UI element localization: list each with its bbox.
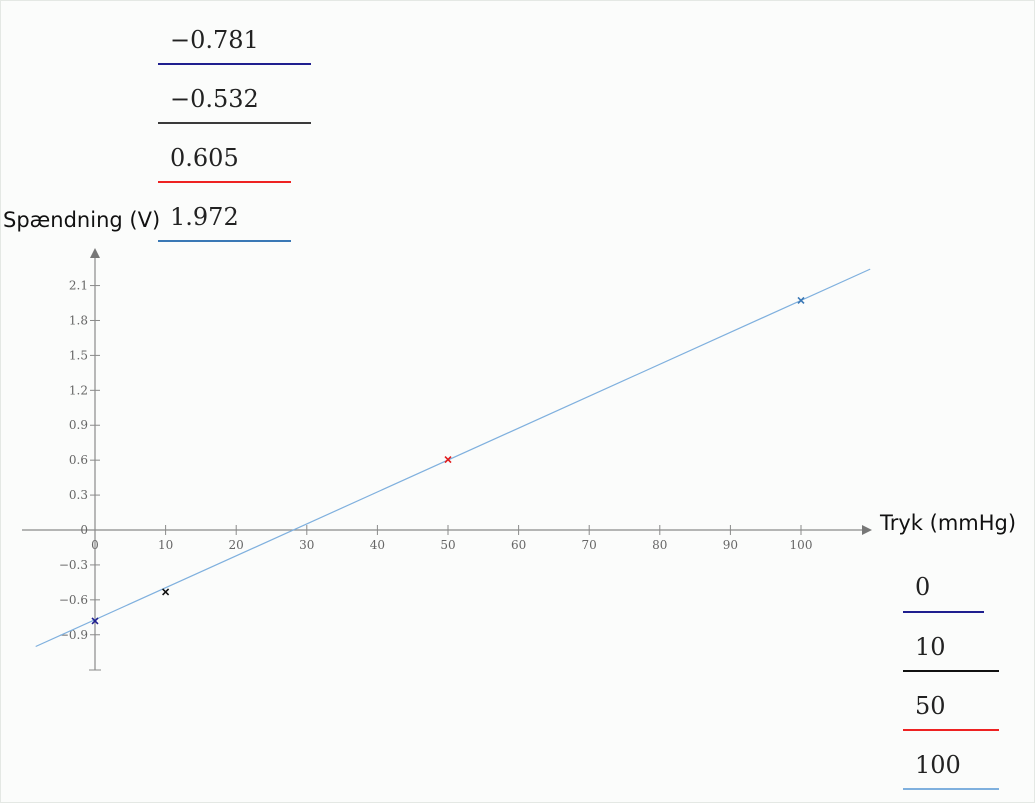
x-axis-arrow [862, 525, 872, 535]
y-legend-value: 1.972 [170, 203, 239, 231]
data-point [444, 456, 452, 464]
y-axis-title: Spændning (V) [3, 208, 161, 232]
y-tick-label: 2.1 [69, 279, 88, 293]
x-tick-label: 40 [370, 538, 385, 552]
x-tick-label: 80 [652, 538, 667, 552]
y-tick-label: 1.8 [69, 313, 88, 327]
data-points [91, 296, 805, 625]
x-legend-line [903, 611, 984, 613]
y-tick-label: 1.5 [69, 348, 88, 362]
y-legend-line [158, 181, 291, 183]
y-legend-line [158, 122, 311, 124]
x-tick-label: 0 [91, 538, 99, 552]
data-point [797, 296, 805, 305]
data-point-stroke [162, 588, 170, 596]
axes [22, 248, 872, 671]
data-point-stroke [797, 296, 805, 305]
y-tick-label: 1.2 [69, 383, 88, 397]
y-tick-label: 0.9 [69, 418, 88, 432]
y-legend-value: −0.781 [170, 26, 259, 54]
x-legend-line [903, 729, 999, 731]
x-tick-label: 20 [229, 538, 244, 552]
y-tick-label: 0.6 [69, 453, 88, 467]
y-tick-label: 0.3 [69, 488, 88, 502]
x-tick-label: 50 [440, 538, 455, 552]
x-legend-value: 0 [915, 573, 931, 601]
x-legend-value: 10 [915, 633, 946, 661]
fit-line [35, 268, 871, 648]
y-tick-label: −0.3 [59, 558, 88, 572]
data-point-stroke [91, 617, 99, 625]
data-point [91, 617, 99, 625]
x-legend-line [903, 788, 999, 790]
data-point-stroke [444, 456, 452, 464]
x-tick-label: 60 [511, 538, 526, 552]
tick-labels: 0 10 20 30 40 50 60 70 80 90 100 2.1 1.8 1.5 1.2 0.9 0.6… [59, 279, 813, 642]
x-tick-label: 30 [299, 538, 314, 552]
y-legend-line [158, 240, 291, 242]
y-legend-value: −0.532 [170, 85, 259, 113]
x-legend-value: 100 [915, 751, 961, 779]
x-tick-label: 70 [582, 538, 597, 552]
y-tick-label: −0.9 [59, 628, 88, 642]
fit-line-group [35, 268, 871, 648]
x-tick-label: 100 [790, 538, 813, 552]
y-tick-label: 0 [80, 523, 88, 537]
y-legend-value: 0.605 [170, 144, 239, 172]
data-point [162, 588, 170, 596]
x-axis-title: Tryk (mmHg) [880, 511, 1017, 535]
y-tick-label: −0.6 [59, 593, 88, 607]
x-tick-label: 90 [723, 538, 738, 552]
y-axis-arrow [90, 248, 100, 258]
x-legend-line [903, 670, 999, 672]
y-legend-line [158, 63, 311, 65]
x-tick-label: 10 [158, 538, 173, 552]
x-legend-value: 50 [915, 692, 946, 720]
